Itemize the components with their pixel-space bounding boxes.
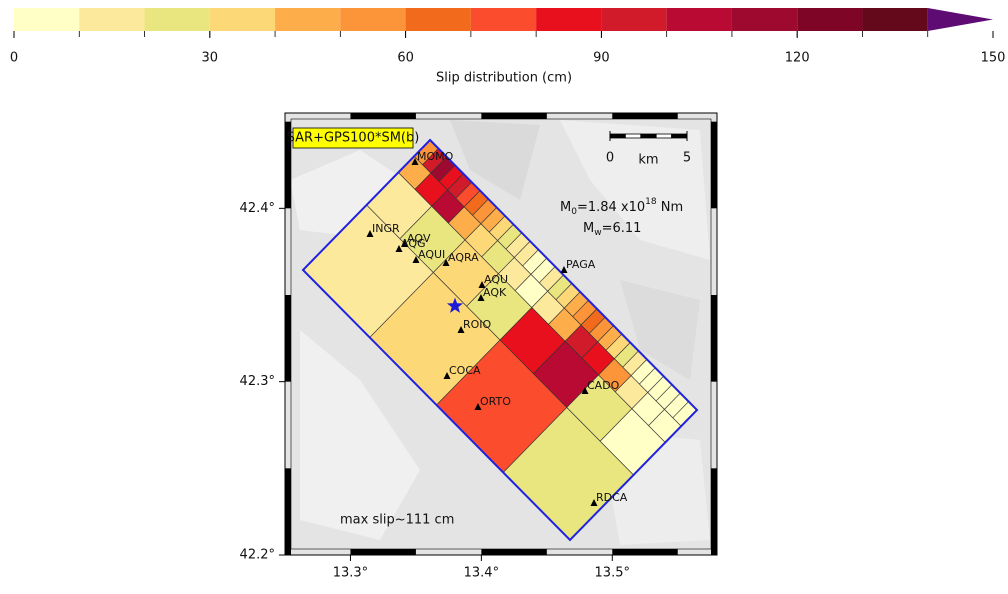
colorbar-tick-label: 60 bbox=[397, 51, 414, 66]
station-label: PAGA bbox=[566, 258, 596, 271]
m0-exponent: 18 bbox=[645, 197, 657, 207]
station-label: AQUI bbox=[418, 248, 445, 261]
colorbar-arrow bbox=[928, 8, 993, 31]
frame-bar bbox=[711, 295, 717, 382]
colorbar-bin bbox=[14, 8, 79, 31]
x-tick-label: 13.3° bbox=[333, 566, 368, 581]
scale-bar-label: 5 bbox=[683, 151, 691, 166]
frame-bar bbox=[711, 468, 717, 555]
colorbar-bin bbox=[862, 8, 927, 31]
frame-bar bbox=[350, 113, 415, 119]
colorbar-tick-label: 120 bbox=[785, 51, 810, 66]
model-label: SAR+GPS100*SM(b) bbox=[287, 131, 420, 146]
colorbar-tick-label: 90 bbox=[593, 51, 610, 66]
colorbar-tick-label: 150 bbox=[981, 51, 1006, 66]
colorbar-bin bbox=[275, 8, 340, 31]
scale-bar-unit: km bbox=[638, 153, 658, 168]
y-tick-label: 42.2° bbox=[240, 548, 275, 563]
frame-bar bbox=[285, 468, 291, 555]
colorbar-bin bbox=[471, 8, 536, 31]
frame-bar bbox=[350, 549, 415, 555]
colorbar-label: Slip distribution (cm) bbox=[436, 71, 572, 86]
frame-bar bbox=[481, 113, 546, 119]
frame-bar bbox=[612, 113, 677, 119]
figure: Slip distribution (cm) 0 30 60 90 120 150 MOMO… bbox=[0, 0, 1008, 594]
station-label: INGR bbox=[372, 222, 400, 235]
x-tick-label: 13.5° bbox=[595, 566, 630, 581]
colorbar-bin bbox=[406, 8, 471, 31]
colorbar-bin bbox=[667, 8, 732, 31]
x-tick-label: 13.4° bbox=[464, 566, 499, 581]
seismic-moment: M0=1.84 x1018 Nm bbox=[560, 197, 683, 217]
frame-bar bbox=[481, 549, 546, 555]
colorbar-bin bbox=[145, 8, 210, 31]
colorbar-bin bbox=[601, 8, 666, 31]
station-label: COCA bbox=[449, 364, 481, 377]
frame-bar bbox=[711, 122, 717, 209]
max-slip: max slip~111 cm bbox=[340, 513, 454, 528]
moment-magnitude: Mw=6.11 bbox=[583, 221, 641, 238]
colorbar-tick-label: 0 bbox=[10, 51, 18, 66]
y-tick-label: 42.3° bbox=[240, 374, 275, 389]
colorbar-bin bbox=[536, 8, 601, 31]
station-label: CADO bbox=[587, 379, 620, 392]
colorbar-bin bbox=[340, 8, 405, 31]
colorbar-bin bbox=[732, 8, 797, 31]
station-label: MOMO bbox=[417, 150, 454, 163]
station-label: AQRA bbox=[448, 251, 479, 264]
colorbar-bin bbox=[210, 8, 275, 31]
page: { "colorbar": { "label": "Slip distribut… bbox=[0, 0, 1008, 594]
frame-bar bbox=[612, 549, 677, 555]
frame-bar bbox=[285, 295, 291, 382]
scale-bar-segment bbox=[610, 134, 625, 138]
y-tick-label: 42.4° bbox=[240, 201, 275, 216]
station-label: ROIO bbox=[463, 318, 492, 331]
mw-symbol: M bbox=[583, 221, 594, 236]
scale-bar-label: 0 bbox=[606, 151, 614, 166]
mw-value: =6.11 bbox=[602, 221, 642, 236]
scale-bar-segment bbox=[641, 134, 656, 138]
scale-bar-segment bbox=[672, 134, 687, 138]
scale-bar-segment bbox=[656, 134, 671, 138]
station-label: ORTO bbox=[480, 395, 511, 408]
colorbar-tick-label: 30 bbox=[202, 51, 219, 66]
scale-bar-segment bbox=[625, 134, 640, 138]
station-label: AQK bbox=[483, 286, 507, 299]
m0-unit: Nm bbox=[657, 200, 684, 215]
m0-value: =1.84 x10 bbox=[577, 200, 645, 215]
colorbar-bin bbox=[79, 8, 144, 31]
station-label: RDCA bbox=[596, 491, 628, 504]
m0-symbol: M bbox=[560, 200, 571, 215]
mw-subscript: w bbox=[594, 228, 601, 238]
station-label: AQU bbox=[484, 273, 508, 286]
colorbar-bin bbox=[797, 8, 862, 31]
